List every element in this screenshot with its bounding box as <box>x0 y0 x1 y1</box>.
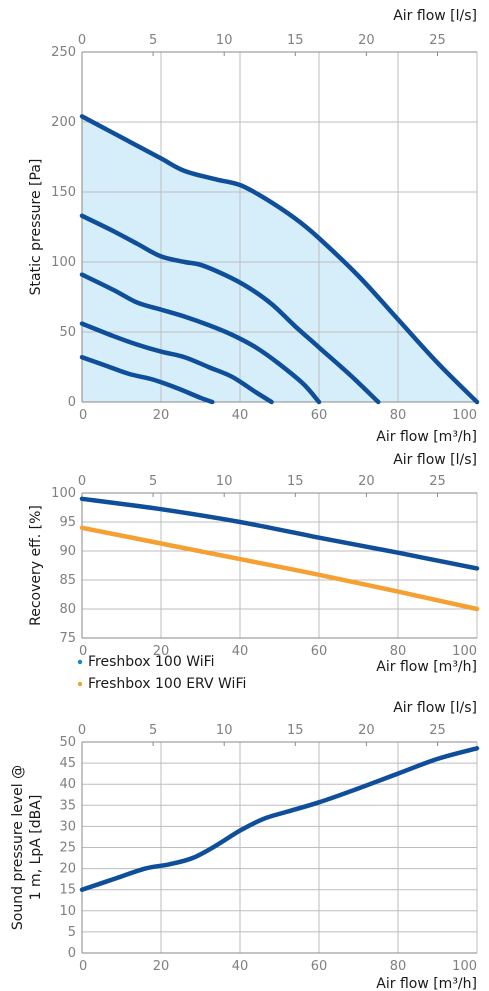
y-axis-title: Static pressure [Pa] <box>28 159 44 296</box>
y-tick-label: 5 <box>68 925 76 940</box>
y-tick-label: 10 <box>59 904 76 919</box>
x-tick-label: 40 <box>232 408 249 423</box>
x-tick-label: 100 <box>452 959 477 974</box>
top-tick-label: 5 <box>149 723 157 738</box>
legend-marker-2 <box>77 681 83 687</box>
y-tick-label: 50 <box>59 325 76 340</box>
x-tick-label: 20 <box>153 644 170 659</box>
y-tick-label: 40 <box>59 777 76 792</box>
top-tick-label: 0 <box>78 474 86 489</box>
top-tick-label: 25 <box>429 723 446 738</box>
x-axis-title-top: Air flow [l/s] <box>393 8 477 24</box>
x-tick-label: 20 <box>153 408 170 423</box>
x-tick-label: 20 <box>153 959 170 974</box>
y-tick-label: 100 <box>51 255 76 270</box>
x-tick-label: 0 <box>79 959 87 974</box>
top-tick-label: 0 <box>78 33 86 48</box>
x-tick-label: 0 <box>79 644 87 659</box>
x-tick-label: 0 <box>79 408 87 423</box>
legend-label-2: Freshbox 100 ERV WiFi <box>88 676 246 692</box>
top-tick-label: 10 <box>216 474 233 489</box>
legend-label-1: Freshbox 100 WiFi <box>88 654 215 670</box>
y-tick-label: 30 <box>59 819 76 834</box>
top-tick-label: 25 <box>429 33 446 48</box>
x-tick-label: 100 <box>452 644 477 659</box>
y-tick-label: 95 <box>59 515 76 530</box>
y-tick-label: 150 <box>51 185 76 200</box>
y-tick-label: 250 <box>51 45 76 60</box>
top-tick-label: 0 <box>78 723 86 738</box>
y-tick-label: 85 <box>59 573 76 588</box>
top-tick-label: 15 <box>287 33 304 48</box>
y-tick-label: 75 <box>59 631 76 646</box>
x-tick-label: 40 <box>232 959 249 974</box>
x-axis-title-bottom: Air flow [m³/h] <box>376 429 477 445</box>
top-tick-label: 25 <box>429 474 446 489</box>
series-line-4 <box>79 321 274 405</box>
top-tick-label: 15 <box>287 723 304 738</box>
y-tick-label: 25 <box>59 841 76 856</box>
x-tick-label: 40 <box>232 644 249 659</box>
top-tick-label: 15 <box>287 474 304 489</box>
legend-marker-1 <box>77 659 83 665</box>
x-axis-title-bottom: Air flow [m³/h] <box>376 976 477 991</box>
series-line-2 <box>79 213 381 405</box>
y-axis-title-line1: Sound pressure level @ <box>10 765 26 930</box>
y-tick-label: 80 <box>59 602 76 617</box>
top-tick-label: 10 <box>216 33 233 48</box>
y-tick-label: 50 <box>59 735 76 750</box>
x-tick-label: 80 <box>390 644 407 659</box>
x-tick-label: 60 <box>311 644 328 659</box>
x-tick-label: 80 <box>390 408 407 423</box>
series-line-1 <box>79 114 480 405</box>
y-tick-label: 100 <box>51 486 76 501</box>
x-tick-label: 60 <box>311 408 328 423</box>
y-axis-title-line2: 1 m, LpA [dBA] <box>28 795 44 901</box>
top-tick-label: 20 <box>358 474 375 489</box>
y-tick-label: 20 <box>59 862 76 877</box>
top-tick-label: 20 <box>358 33 375 48</box>
x-tick-label: 80 <box>390 959 407 974</box>
series-line-5 <box>79 354 215 405</box>
series-line-2 <box>79 525 480 612</box>
top-tick-label: 10 <box>216 723 233 738</box>
series-line-1 <box>79 746 480 892</box>
operating-area <box>82 116 477 403</box>
y-tick-label: 15 <box>59 883 76 898</box>
x-tick-label: 100 <box>452 408 477 423</box>
top-tick-label: 5 <box>149 474 157 489</box>
y-tick-label: 45 <box>59 756 76 771</box>
y-tick-label: 200 <box>51 115 76 130</box>
y-tick-label: 0 <box>68 395 76 410</box>
y-tick-label: 90 <box>59 544 76 559</box>
top-tick-label: 20 <box>358 723 375 738</box>
y-tick-label: 35 <box>59 798 76 813</box>
series-line-1 <box>79 496 480 571</box>
series-line-3 <box>79 272 322 405</box>
x-axis-title-top: Air flow [l/s] <box>393 452 477 468</box>
y-axis-title: Recovery eff. [%] <box>28 505 44 626</box>
y-tick-label: 0 <box>68 946 76 961</box>
top-tick-label: 5 <box>149 33 157 48</box>
x-axis-title-top: Air flow [l/s] <box>393 700 477 716</box>
x-axis-title-bottom: Air flow [m³/h] <box>376 659 477 675</box>
x-tick-label: 60 <box>311 959 328 974</box>
